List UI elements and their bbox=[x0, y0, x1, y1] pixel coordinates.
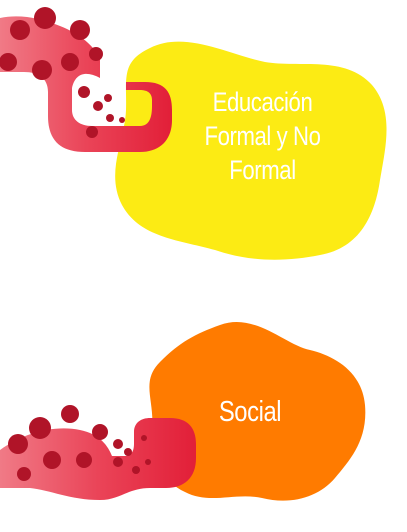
top-tentacle bbox=[0, 7, 172, 152]
education-label: Educación Formal y No Formal bbox=[195, 86, 330, 187]
yellow-blob bbox=[115, 41, 387, 260]
social-label: Social bbox=[201, 394, 299, 430]
education-label-line-3: Formal bbox=[229, 154, 296, 185]
social-label-line-1: Social bbox=[218, 396, 282, 428]
bottom-tentacle bbox=[0, 405, 196, 500]
education-label-line-2: Formal y No bbox=[204, 120, 321, 151]
education-label-line-1: Educación bbox=[212, 87, 313, 117]
orange-blob bbox=[149, 321, 366, 501]
